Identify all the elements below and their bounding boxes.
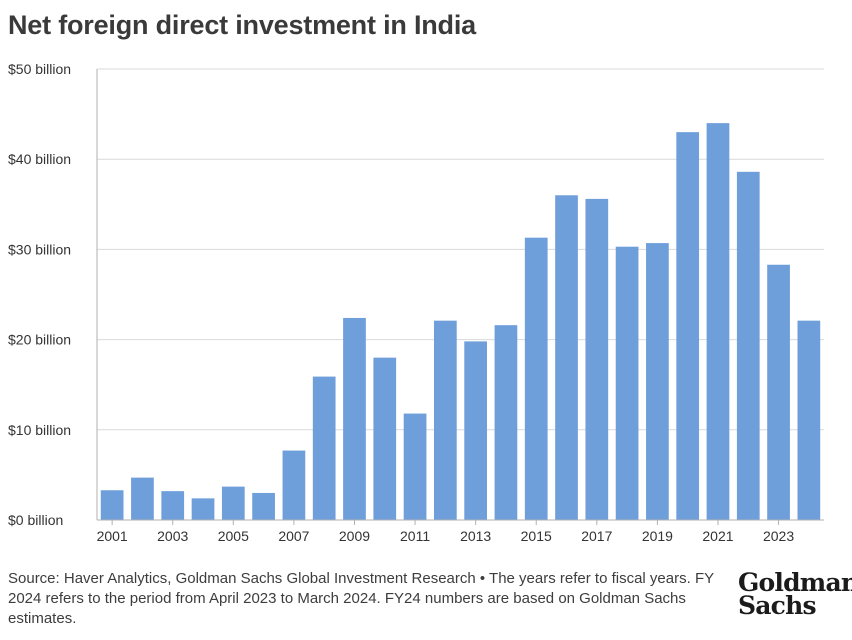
x-tick-label: 2017 — [581, 528, 612, 544]
source-note: Source: Haver Analytics, Goldman Sachs G… — [8, 570, 714, 627]
bar-2012 — [433, 320, 457, 520]
x-tick-label: 2019 — [642, 528, 673, 544]
bar-2020 — [676, 132, 700, 520]
bar-2019 — [646, 243, 669, 520]
x-tick-label: 2005 — [218, 528, 249, 544]
bar-2018 — [615, 246, 639, 520]
bar-2004 — [191, 498, 215, 520]
x-axis-labels: 2001 2003 2005 2007 2009 2011 2013 2015 2017 2019… — [97, 528, 795, 544]
bar-2024 — [797, 320, 821, 520]
bar-2003 — [161, 491, 185, 520]
bar-chart: $0 billion $10 billion $20 billion $30 bill… — [8, 61, 824, 544]
x-tick-label: 2023 — [763, 528, 794, 544]
bar-2015 — [524, 237, 548, 520]
x-tick-label: 2015 — [521, 528, 552, 544]
bar-2011 — [403, 413, 427, 520]
y-tick-label: $50 billion — [8, 61, 71, 77]
bar-2022 — [736, 171, 760, 520]
x-tick-label: 2001 — [97, 528, 128, 544]
bars — [100, 123, 821, 521]
bar-2010 — [373, 357, 397, 520]
bar-2009 — [343, 317, 366, 520]
y-tick-label: $10 billion — [8, 422, 71, 438]
logo-line-1: Goldman — [738, 568, 852, 597]
bar-2007 — [282, 450, 306, 520]
chart-title: Net foreign direct investment in India — [8, 10, 476, 40]
x-tick-label: 2007 — [278, 528, 309, 544]
logo-line-2: Sachs — [738, 591, 817, 620]
x-tick-label: 2011 — [400, 528, 430, 544]
x-tick-label: 2013 — [460, 528, 491, 544]
y-axis-labels: $0 billion $10 billion $20 billion $30 bill… — [8, 61, 71, 528]
y-tick-label: $30 billion — [8, 241, 71, 257]
bar-2023 — [767, 264, 790, 520]
bar-2016 — [555, 195, 578, 520]
gridlines — [97, 68, 824, 431]
y-tick-label: $40 billion — [8, 151, 71, 167]
x-tick-label: 2021 — [702, 528, 733, 544]
x-tick-label: 2003 — [157, 528, 188, 544]
y-tick-label: $20 billion — [8, 332, 71, 348]
bar-2014 — [494, 325, 518, 520]
goldman-sachs-logo: Goldman Sachs — [738, 568, 852, 620]
bar-2006 — [252, 492, 275, 520]
x-tick-label: 2009 — [339, 528, 370, 544]
bar-2005 — [221, 486, 245, 520]
axes — [96, 69, 824, 525]
bar-2002 — [131, 477, 154, 520]
bar-2013 — [464, 341, 488, 520]
bar-2021 — [706, 123, 730, 521]
bar-2017 — [585, 198, 609, 520]
y-tick-label: $0 billion — [8, 512, 63, 528]
bar-2001 — [100, 490, 124, 520]
bar-2008 — [312, 376, 336, 520]
